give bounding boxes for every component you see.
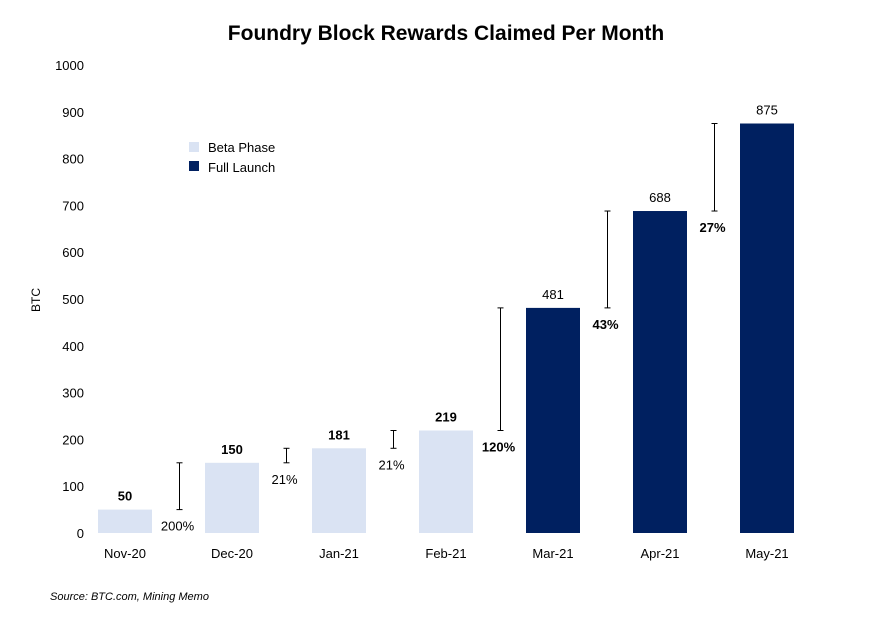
growth-label: 120% (482, 440, 516, 455)
y-tick-label: 800 (62, 152, 84, 167)
bar-value-label: 181 (328, 427, 350, 442)
bar-value-label: 219 (435, 410, 457, 425)
x-tick-label: Mar-21 (532, 546, 573, 561)
growth-label: 27% (699, 220, 725, 235)
bar (312, 448, 366, 533)
x-tick-label: Nov-20 (104, 546, 146, 561)
chart-title: Foundry Block Rewards Claimed Per Month (228, 22, 664, 45)
bar (633, 211, 687, 534)
bar (98, 509, 152, 533)
legend-label-full-launch: Full Launch (208, 160, 275, 175)
bar (419, 430, 473, 533)
source-note: Source: BTC.com, Mining Memo (50, 591, 209, 603)
growth-markers: 200% 21% 21% 120% 43% 27% (161, 123, 726, 534)
bar-value-label: 481 (542, 287, 564, 302)
bar-value-label: 50 (118, 489, 132, 504)
y-tick-label: 200 (62, 432, 84, 447)
bars: 50 150 181 219 481 688 875 (98, 103, 794, 534)
legend-swatch-beta-phase (189, 142, 199, 152)
growth-label: 200% (161, 519, 195, 534)
y-tick-label: 0 (77, 526, 84, 541)
y-tick-label: 900 (62, 105, 84, 120)
bar (740, 123, 794, 533)
growth-label: 21% (378, 457, 404, 472)
y-tick-label: 100 (62, 479, 84, 494)
bar-value-label: 688 (649, 190, 671, 205)
bar-value-label: 150 (221, 442, 243, 457)
y-tick-label: 300 (62, 386, 84, 401)
y-tick-label: 700 (62, 198, 84, 213)
bar-value-label: 875 (756, 103, 778, 118)
legend: Beta Phase Full Launch (189, 140, 275, 175)
x-tick-label: May-21 (745, 546, 788, 561)
y-tick-label: 500 (62, 292, 84, 307)
x-tick-label: Jan-21 (319, 546, 359, 561)
bar (205, 462, 259, 533)
x-tick-label: Apr-21 (640, 546, 679, 561)
y-axis-label: BTC (29, 288, 43, 312)
y-axis-ticks: 0 100 200 300 400 500 600 700 800 900 1000 (55, 58, 84, 541)
legend-swatch-full-launch (189, 161, 199, 171)
x-tick-label: Dec-20 (211, 546, 253, 561)
y-tick-label: 600 (62, 245, 84, 260)
bar (526, 307, 580, 533)
growth-label: 21% (271, 472, 297, 487)
growth-label: 43% (592, 317, 618, 332)
y-tick-label: 1000 (55, 58, 84, 73)
x-tick-label: Feb-21 (425, 546, 466, 561)
legend-label-beta-phase: Beta Phase (208, 140, 275, 155)
x-axis-ticks: Nov-20 Dec-20 Jan-21 Feb-21 Mar-21 Apr-21 May-… (104, 546, 789, 561)
y-tick-label: 400 (62, 339, 84, 354)
